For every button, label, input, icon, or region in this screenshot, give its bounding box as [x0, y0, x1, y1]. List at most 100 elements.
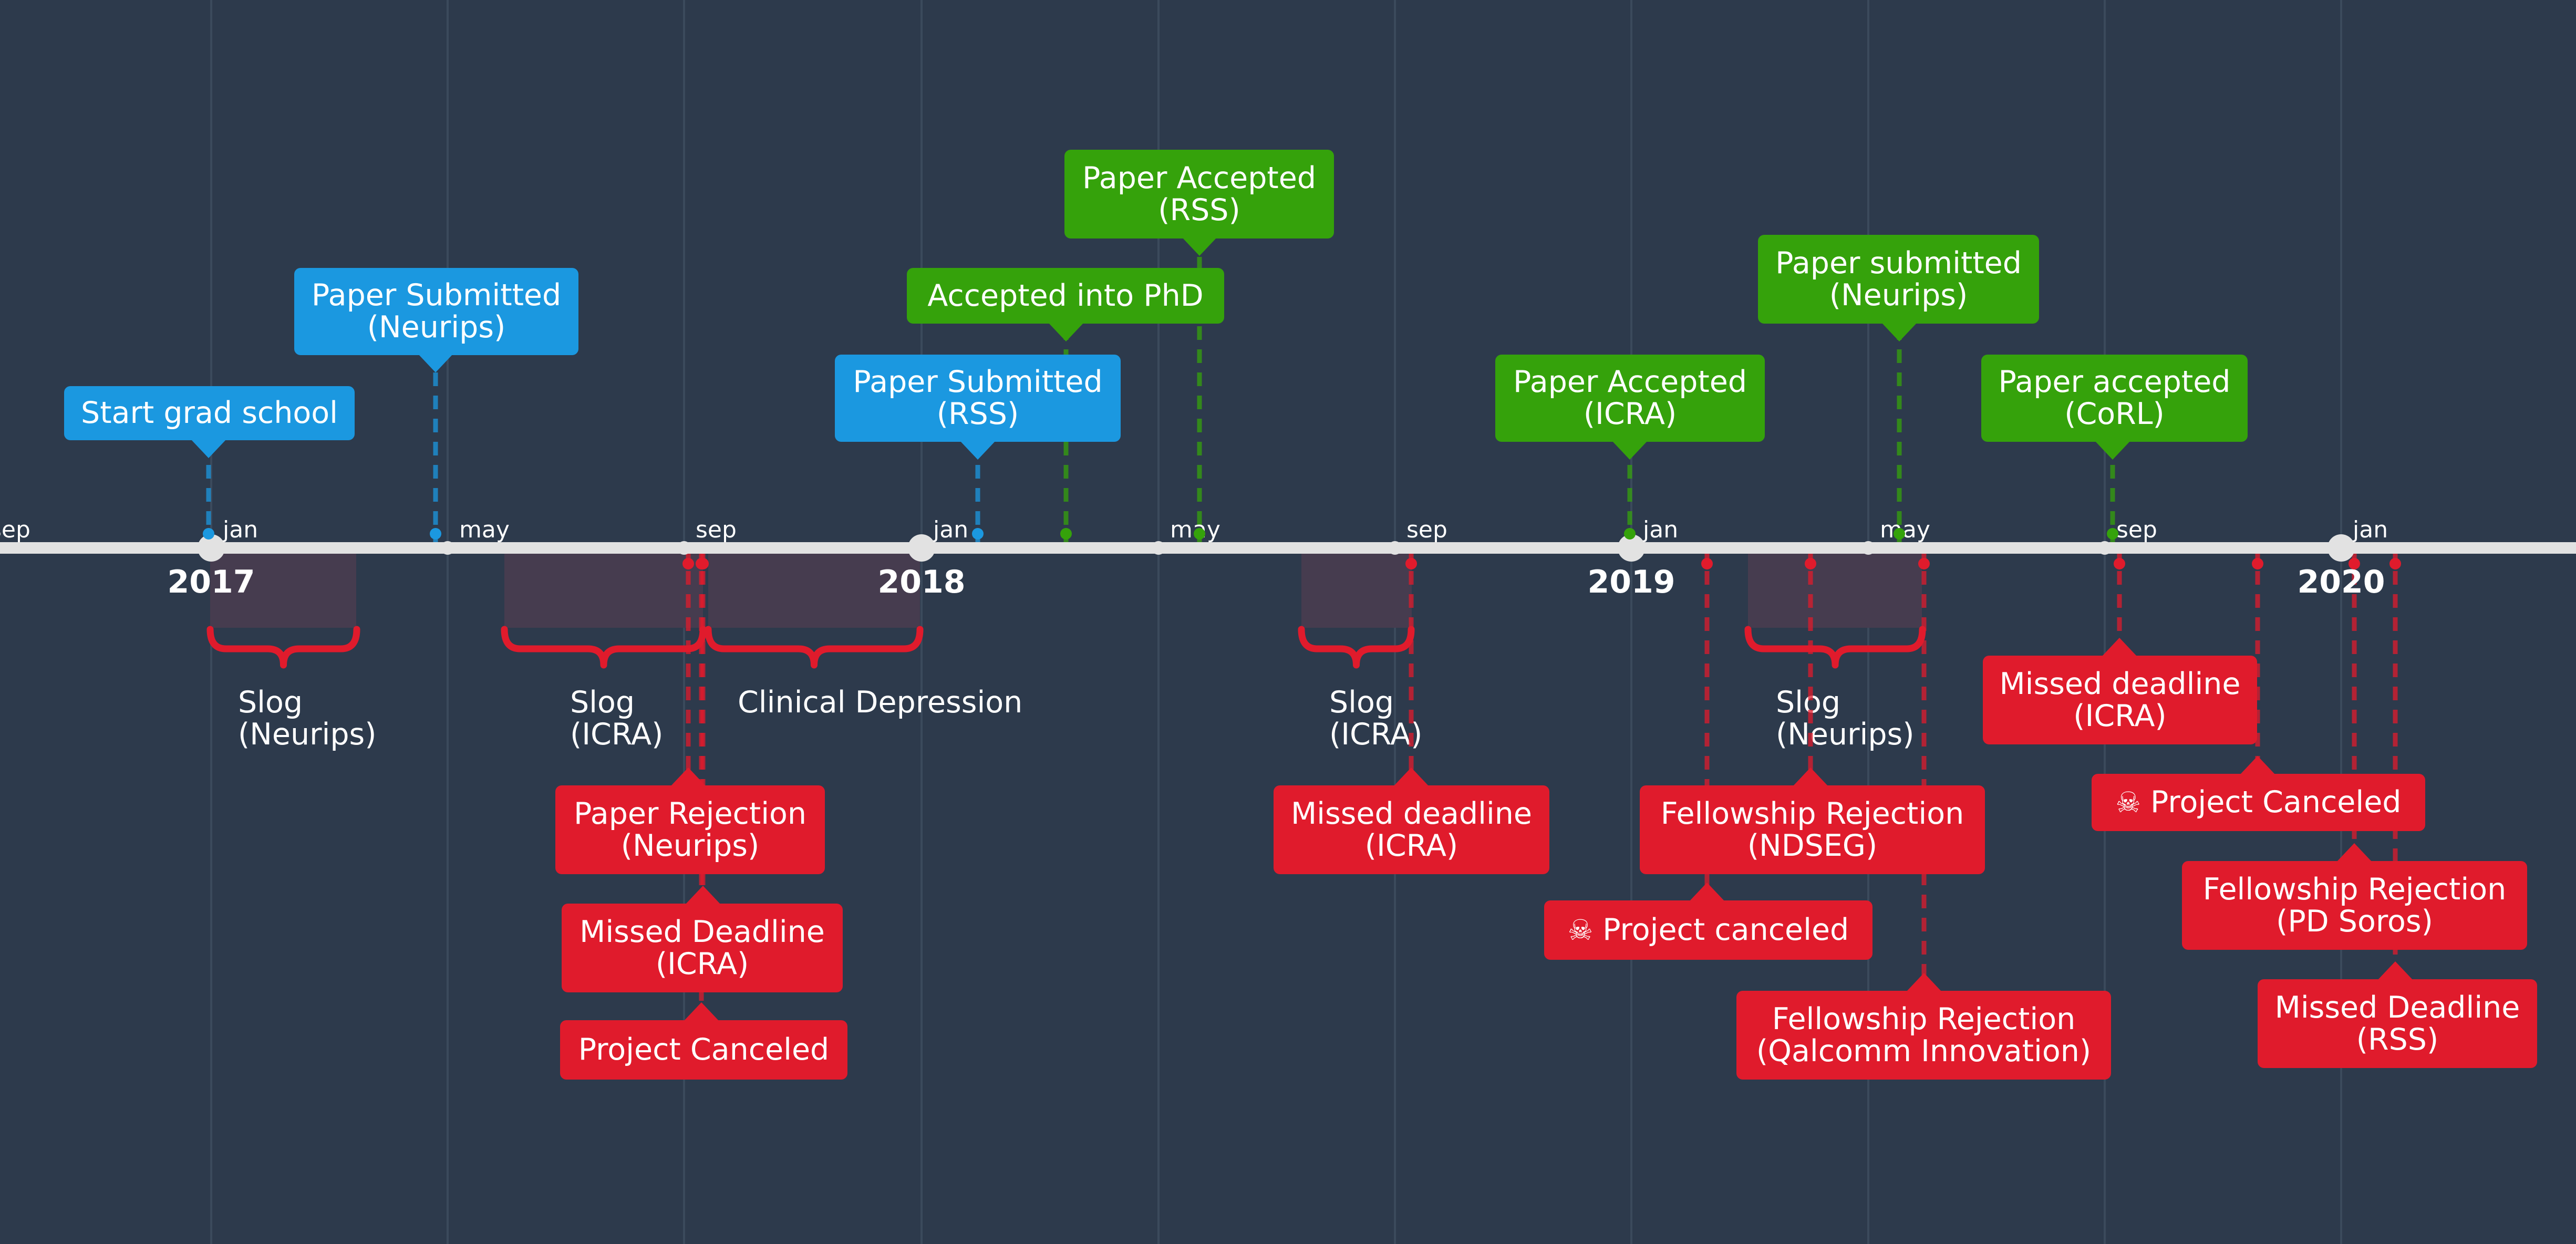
period-label: (Neurips)	[238, 717, 376, 752]
event-label: Paper accepted (CoRL)	[1998, 365, 2231, 431]
event-marker	[1894, 528, 1905, 540]
callout-pointer	[1393, 768, 1429, 786]
event-label: Accepted into PhD	[927, 278, 1204, 313]
month-tick	[1861, 541, 1875, 555]
event-missed-deadline-rss: Missed Deadline (RSS)	[2258, 979, 2537, 1068]
event-marker	[2389, 558, 2401, 569]
period-shade	[708, 548, 920, 628]
month-label: jan	[933, 516, 968, 543]
period-label: Slog	[238, 685, 303, 720]
month-tick	[677, 541, 691, 555]
callout-pointer	[2377, 961, 2413, 980]
event-project-canceled-2019: ☠ Project canceled	[1544, 900, 1872, 960]
event-paper-submitted-rss: Paper Submitted (RSS)	[835, 355, 1121, 442]
event-label: Paper Submitted (RSS)	[853, 365, 1103, 431]
year-label: 2019	[1588, 564, 1675, 600]
year-tick	[908, 534, 935, 562]
year-tick	[198, 534, 225, 562]
year-tick	[1618, 534, 1645, 562]
event-missed-deadline-icra-2017: Missed Deadline (ICRA)	[562, 904, 843, 992]
year-label: 2017	[168, 564, 255, 600]
period-label: Clinical Depression	[738, 685, 1022, 720]
month-label: may	[1880, 516, 1930, 543]
month-label: may	[1170, 516, 1220, 543]
period-brace	[1744, 626, 1926, 669]
month-label: jan	[1642, 516, 1678, 543]
period-shade	[1301, 548, 1412, 628]
callout-pointer	[191, 439, 226, 458]
period-label: (ICRA)	[570, 717, 663, 752]
event-marker	[1405, 558, 1417, 569]
event-paper-accepted-rss: Paper Accepted (RSS)	[1064, 150, 1334, 239]
period-brace	[1298, 626, 1415, 669]
event-paper-rejection-neurips: Paper Rejection (Neurips)	[555, 785, 825, 874]
month-label: may	[459, 516, 510, 543]
event-marker	[430, 528, 441, 540]
month-label: jan	[2352, 516, 2388, 543]
event-label: Paper Accepted (ICRA)	[1513, 365, 1747, 431]
month-tick	[1152, 541, 1165, 555]
callout-pointer	[1906, 973, 1942, 992]
callout-pointer	[1689, 883, 1725, 901]
event-paper-submitted-neurips: Paper Submitted (Neurips)	[294, 268, 578, 355]
callout-pointer	[2240, 756, 2275, 775]
event-marker	[1805, 558, 1816, 569]
event-missed-deadline-icra-2018: Missed deadline (ICRA)	[1274, 785, 1549, 874]
skull-crossbones-icon: ☠	[1567, 914, 1594, 947]
event-marker	[2114, 558, 2125, 569]
callout-pointer	[1182, 237, 1217, 256]
event-marker	[2349, 558, 2360, 569]
month-label: sep	[2116, 516, 2157, 543]
event-marker	[1918, 558, 1930, 569]
year-tick	[2327, 534, 2355, 562]
event-label: Paper submitted (Neurips)	[1775, 245, 2022, 313]
event-label: Fellowship Rejection (NDSEG)	[1660, 796, 1964, 863]
event-label: Project Canceled	[578, 1032, 830, 1067]
period-label: (Neurips)	[1776, 717, 1914, 752]
event-marker	[2252, 558, 2263, 569]
event-label: Missed deadline (ICRA)	[1290, 796, 1532, 863]
event-marker	[203, 528, 214, 540]
event-label: Fellowship Rejection (Qalcomm Innovation…	[1756, 1001, 2092, 1069]
period-brace	[705, 626, 924, 669]
month-label: sep	[1406, 516, 1447, 543]
callout-pointer	[670, 768, 706, 786]
period-brace	[206, 626, 360, 669]
month-tick	[1388, 541, 1402, 555]
event-paper-accepted-corl: Paper accepted (CoRL)	[1981, 355, 2248, 442]
event-label: Missed Deadline (RSS)	[2274, 990, 2520, 1057]
year-label: 2018	[878, 564, 966, 600]
event-project-canceled-2017: Project Canceled	[560, 1020, 847, 1080]
period-shade	[210, 548, 356, 628]
event-marker	[2107, 528, 2118, 540]
callout-pointer	[960, 441, 996, 460]
skull-crossbones-icon: ☠	[2115, 786, 2141, 819]
event-label: Project canceled	[1602, 913, 1849, 947]
year-label: 2020	[2298, 564, 2385, 600]
event-project-canceled-2019b: ☠ Project Canceled	[2092, 774, 2425, 831]
month-label: jan	[222, 516, 258, 543]
event-paper-submitted-neurips-2: Paper submitted (Neurips)	[1758, 235, 2039, 324]
event-label: Missed deadline (ICRA)	[1999, 666, 2241, 733]
callout-pointer	[2095, 441, 2130, 460]
period-brace	[501, 626, 707, 669]
event-marker	[1624, 528, 1636, 540]
event-accepted-into-phd: Accepted into PhD	[907, 268, 1224, 324]
callout-pointer	[1048, 323, 1084, 341]
event-label: Project Canceled	[2150, 785, 2402, 820]
event-start-grad-school: Start grad school	[64, 386, 355, 440]
callout-pointer	[2102, 638, 2137, 657]
event-label: Fellowship Rejection (PD Soros)	[2202, 872, 2507, 939]
event-label: Start grad school	[81, 396, 338, 430]
period-label: (ICRA)	[1329, 717, 1422, 752]
callout-pointer	[2336, 843, 2372, 862]
event-marker	[1194, 528, 1205, 540]
event-fellowship-rejection-qualcomm: Fellowship Rejection (Qalcomm Innovation…	[1736, 991, 2111, 1080]
event-missed-deadline-icra-2019: Missed deadline (ICRA)	[1983, 656, 2257, 744]
period-label: Slog	[1329, 685, 1394, 720]
event-fellowship-rejection-pd-soros: Fellowship Rejection (PD Soros)	[2182, 861, 2527, 950]
event-marker	[1701, 558, 1713, 569]
callout-pointer	[1793, 768, 1828, 786]
